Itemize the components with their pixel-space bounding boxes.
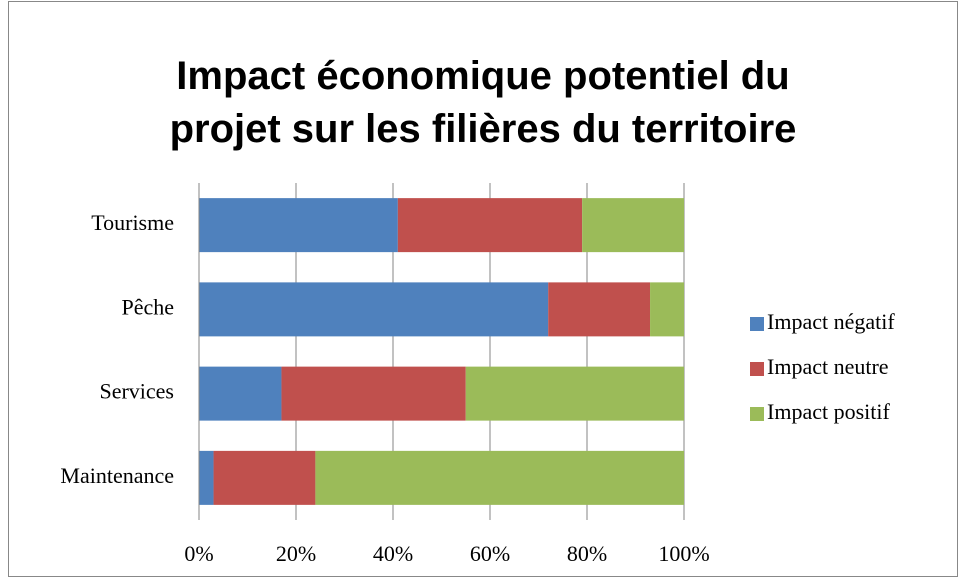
x-tick-label: 20% xyxy=(276,541,316,566)
bar-segment xyxy=(397,198,583,253)
legend-swatch xyxy=(750,362,764,376)
x-tick-label: 40% xyxy=(373,541,413,566)
bar-segment xyxy=(315,450,684,505)
legend-swatch xyxy=(750,407,764,421)
y-tick-label: Maintenance xyxy=(60,463,174,488)
bar-segment xyxy=(199,450,214,505)
legend-swatch xyxy=(750,317,764,331)
legend-label: Impact neutre xyxy=(767,354,889,379)
bar-segment xyxy=(199,366,282,421)
chart-title: Impact économique potentiel du projet sur… xyxy=(170,54,797,151)
x-tick-label: 0% xyxy=(184,541,213,566)
bar-segment xyxy=(281,366,466,421)
x-tick-label: 60% xyxy=(470,541,510,566)
bar-segment xyxy=(199,282,549,337)
bar-segment xyxy=(465,366,684,421)
legend-label: Impact négatif xyxy=(767,309,895,334)
x-tick-label: 100% xyxy=(658,541,709,566)
y-tick-label: Services xyxy=(99,379,174,404)
y-tick-label: Tourisme xyxy=(91,210,174,235)
bar-segment xyxy=(199,198,398,253)
bar-segment xyxy=(650,282,684,337)
bar-segment xyxy=(582,198,684,253)
y-tick-label: Pêche xyxy=(121,294,174,319)
bar-segment xyxy=(213,450,316,505)
x-tick-label: 80% xyxy=(567,541,607,566)
legend-label: Impact positif xyxy=(767,399,890,424)
bar-segment xyxy=(548,282,651,337)
